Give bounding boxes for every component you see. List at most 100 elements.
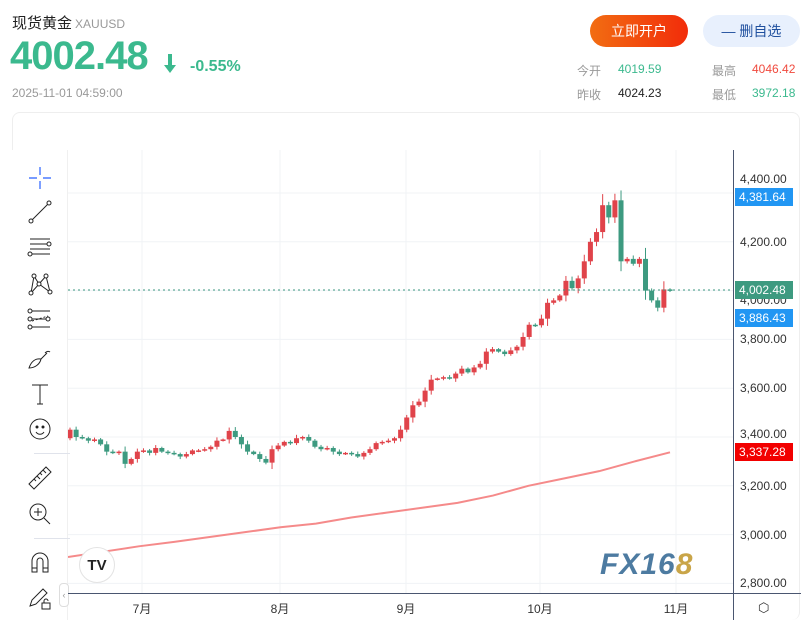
price-tick-label: 4,400.00 — [740, 172, 787, 187]
price-tag: 4,381.64 — [735, 188, 793, 207]
candle-body — [110, 451, 116, 454]
trend-line-icon[interactable] — [26, 198, 54, 226]
text-icon[interactable] — [26, 380, 54, 408]
candle-body — [422, 390, 428, 402]
remove-watchlist-button[interactable]: — 删自选 — [703, 15, 800, 47]
pattern-icon[interactable] — [26, 270, 54, 298]
candle-body — [349, 452, 355, 455]
candle-body — [630, 258, 636, 264]
candle-body — [373, 443, 379, 450]
candle-body — [294, 438, 300, 444]
candle-body — [330, 447, 336, 452]
drawing-toolbar — [12, 150, 70, 620]
collapse-toolbar-button[interactable]: ‹ — [59, 583, 69, 607]
candle-body — [391, 438, 397, 441]
price-chart[interactable] — [68, 150, 733, 593]
instrument-symbol: XAUUSD — [75, 17, 126, 31]
candle-body — [618, 200, 624, 262]
candle-body — [269, 449, 275, 463]
zoom-in-icon[interactable] — [26, 500, 54, 528]
candle-body — [116, 451, 122, 454]
down-arrow-icon — [164, 54, 176, 73]
price-tick-label: 3,800.00 — [740, 332, 787, 347]
candle-body — [489, 349, 495, 352]
price-tick-label: 3,600.00 — [740, 381, 787, 396]
price-tag: 3,337.28 — [735, 443, 793, 462]
candle-body — [140, 450, 146, 452]
candle-body — [183, 454, 189, 457]
low-label: 最低 — [712, 88, 737, 102]
price-change: -0.55% — [190, 58, 241, 75]
candle-body — [68, 429, 73, 439]
candle-body — [606, 205, 612, 218]
candle-body — [600, 205, 606, 233]
lock-pencil-icon[interactable] — [26, 584, 54, 612]
candle-body — [526, 324, 532, 337]
candle-body — [98, 439, 104, 445]
candle-body — [447, 377, 453, 379]
fib-icon[interactable] — [26, 306, 54, 334]
candle-body — [220, 439, 226, 441]
crosshair-icon[interactable] — [26, 164, 54, 192]
candle-body — [649, 290, 655, 301]
candle-body — [514, 346, 520, 351]
high-label: 最高 — [712, 64, 737, 78]
candle-body — [398, 429, 404, 439]
candle-body — [287, 441, 293, 444]
current-price: 4002.48 — [10, 34, 149, 78]
candle-body — [410, 405, 416, 418]
candle-body — [281, 441, 287, 446]
candle-body — [312, 440, 318, 447]
candle-body — [594, 232, 600, 242]
settings-icon[interactable]: ⬡ — [758, 600, 770, 615]
candle-body — [581, 261, 587, 279]
candle-body — [367, 449, 373, 453]
candle-body — [636, 258, 642, 264]
candle-body — [563, 280, 569, 296]
candle-body — [416, 401, 422, 406]
candle-body — [643, 258, 649, 291]
candle-body — [306, 437, 312, 441]
candle-body — [361, 452, 367, 457]
candle-body — [569, 280, 575, 289]
candle-body — [465, 368, 471, 373]
price-tag: 4,002.48 — [735, 281, 793, 299]
candle-body — [655, 300, 661, 308]
candle-body — [73, 429, 79, 438]
candle-body — [538, 318, 544, 326]
candle-body — [428, 379, 434, 391]
candle-body — [104, 444, 110, 452]
time-tick-label: 8月 — [270, 602, 290, 616]
candle-body — [502, 351, 508, 355]
candle-body — [226, 430, 232, 440]
candle-body — [300, 437, 306, 439]
candle-body — [477, 363, 483, 368]
tradingview-logo[interactable]: TV — [79, 547, 115, 583]
candle-body — [404, 417, 410, 430]
open-account-button[interactable]: 立即开户 — [590, 15, 688, 47]
emoji-icon[interactable] — [26, 415, 54, 443]
price-tick-label: 3,000.00 — [740, 527, 787, 542]
candle-body — [91, 439, 97, 441]
candle-body — [434, 378, 440, 380]
horizontal-lines-icon[interactable] — [26, 234, 54, 262]
candle-body — [238, 437, 244, 445]
brush-icon[interactable] — [26, 344, 54, 372]
time-tick-label: 9月 — [396, 602, 416, 616]
candle-body — [275, 445, 281, 450]
candle-body — [189, 450, 195, 455]
ruler-icon[interactable] — [26, 464, 54, 492]
price-tick-label: 3,200.00 — [740, 478, 787, 493]
candle-body — [557, 295, 563, 301]
candle-body — [171, 452, 177, 455]
candle-body — [343, 452, 349, 455]
high-value: 4046.42 — [752, 62, 796, 76]
candle-body — [159, 447, 165, 452]
candle-body — [545, 302, 551, 319]
instrument-name: 现货黄金 — [12, 15, 73, 32]
magnet-icon[interactable] — [26, 548, 54, 576]
low-value: 3972.18 — [752, 86, 796, 100]
candle-body — [79, 437, 85, 439]
fx168-watermark: FX168 — [600, 548, 694, 581]
candle-body — [385, 440, 391, 443]
